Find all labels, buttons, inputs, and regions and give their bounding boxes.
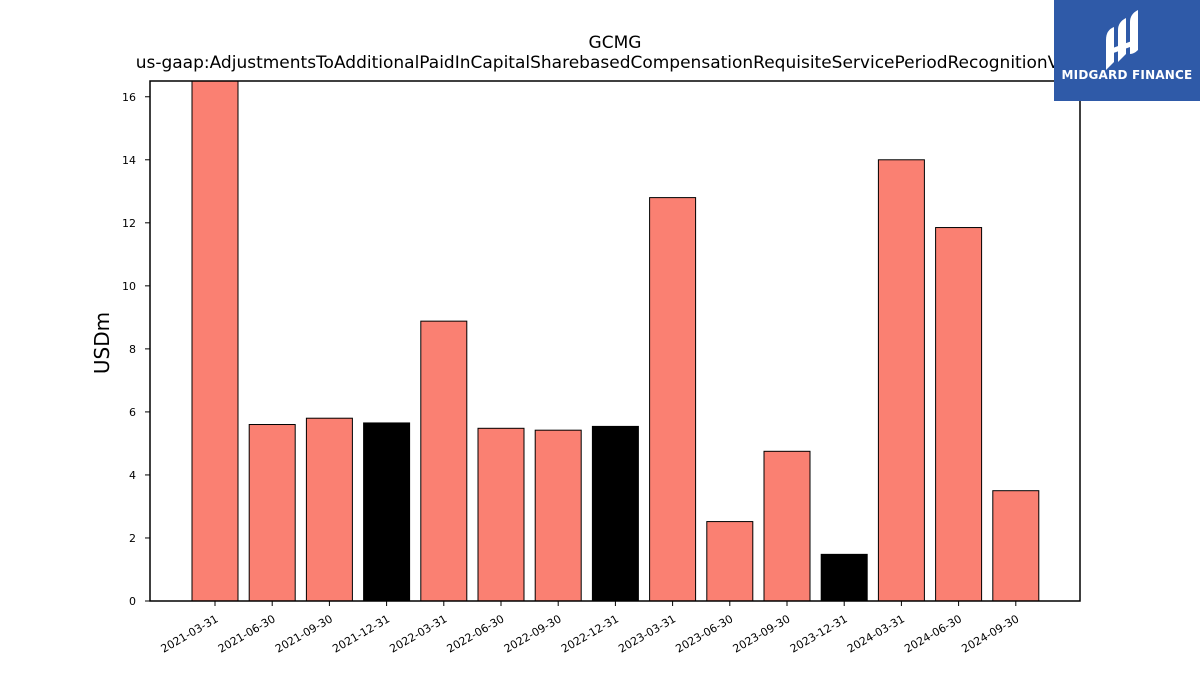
bar-2024-09-30: [992, 490, 1040, 602]
y-tick-label: 6: [129, 406, 136, 419]
y-tick-label: 0: [129, 595, 136, 608]
x-axis-ticks: 2021-03-312021-06-302021-09-302021-12-31…: [159, 601, 1021, 656]
x-tick-label: 2022-12-31: [559, 612, 621, 655]
x-tick-label: 2021-12-31: [330, 612, 392, 655]
y-axis-ticks: 0 2 4 6 8 10 12 14 16: [122, 91, 150, 608]
x-tick-label: 2022-06-30: [445, 612, 507, 655]
bar-2024-06-30: [935, 227, 983, 602]
chart-title: GCMG: [589, 33, 642, 53]
x-tick-label: 2021-06-30: [216, 612, 278, 655]
x-tick-label: 2021-03-31: [159, 612, 221, 655]
bar-2024-03-31: [877, 159, 925, 602]
bar-2021-06-30: [248, 424, 296, 602]
bar-2022-06-30: [477, 427, 525, 602]
x-tick-label: 2022-09-30: [502, 612, 564, 655]
y-tick-label: 10: [122, 280, 136, 293]
y-axis-label: USDm: [90, 312, 114, 374]
x-tick-label: 2023-09-30: [731, 612, 793, 655]
bar-2022-03-31: [420, 320, 468, 602]
y-tick-label: 16: [122, 91, 136, 104]
x-tick-label: 2022-03-31: [387, 612, 449, 655]
y-tick-label: 14: [122, 154, 136, 167]
x-tick-label: 2024-09-30: [959, 612, 1021, 655]
bars-group: [191, 80, 1040, 602]
y-tick-label: 12: [122, 217, 136, 230]
logo-mark-icon: [1106, 10, 1138, 70]
midgard-finance-logo: MIDGARD FINANCE: [1054, 0, 1200, 101]
y-tick-label: 2: [129, 532, 136, 545]
bar-2022-12-31: [591, 425, 639, 602]
y-tick-label: 4: [129, 469, 136, 482]
plot-frame: [149, 80, 1081, 602]
bar-2021-09-30: [305, 417, 353, 602]
x-tick-label: 2023-12-31: [788, 612, 850, 655]
bar-2022-09-30: [534, 429, 582, 602]
bar-2023-03-31: [649, 197, 697, 602]
x-tick-label: 2023-03-31: [616, 612, 678, 655]
y-tick-label: 8: [129, 343, 136, 356]
x-tick-label: 2021-09-30: [273, 612, 335, 655]
chart-subtitle: us-gaap:AdjustmentsToAdditionalPaidInCap…: [136, 53, 1095, 73]
x-tick-label: 2023-06-30: [673, 612, 735, 655]
x-tick-label: 2024-06-30: [902, 612, 964, 655]
x-tick-label: 2024-03-31: [845, 612, 907, 655]
bar-2021-03-31: [191, 80, 239, 602]
bar-2023-06-30: [706, 521, 754, 602]
bar-2023-09-30: [763, 450, 811, 602]
bar-2021-12-31: [363, 422, 411, 602]
logo-text: MIDGARD FINANCE: [1061, 68, 1193, 82]
bar-2023-12-31: [820, 553, 868, 602]
